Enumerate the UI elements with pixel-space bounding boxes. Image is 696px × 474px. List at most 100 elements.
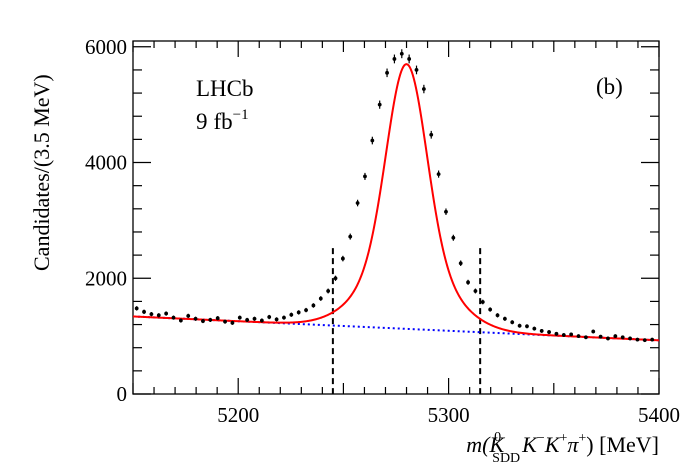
data-marker xyxy=(348,234,353,239)
data-point xyxy=(171,315,176,320)
data-marker xyxy=(488,307,493,312)
data-marker xyxy=(414,68,419,72)
data-marker xyxy=(208,318,213,322)
data-point xyxy=(282,315,286,320)
x-title-suffix: ) [MeV] xyxy=(586,432,659,457)
data-point xyxy=(134,306,139,311)
data-point xyxy=(267,314,272,320)
data-point xyxy=(466,279,470,285)
x-title-kminus: K xyxy=(521,432,538,457)
x-title-k0-sup: 0 xyxy=(494,430,501,445)
data-point xyxy=(429,130,434,139)
x-tick-label: 5400 xyxy=(638,403,680,427)
axis-tick-labels: 5200 5300 5400 0 2000 4000 6000 xyxy=(85,35,680,427)
data-marker xyxy=(569,332,574,337)
data-point xyxy=(385,68,389,78)
data-marker xyxy=(466,280,470,285)
data-marker xyxy=(480,300,485,304)
x-title-kplus: K xyxy=(544,432,561,457)
data-point xyxy=(650,337,655,342)
data-marker xyxy=(620,335,625,340)
data-point xyxy=(444,208,448,215)
data-point xyxy=(561,333,566,337)
data-point xyxy=(407,54,412,64)
luminosity-unit: fb xyxy=(214,109,233,134)
data-marker xyxy=(274,317,279,322)
data-point xyxy=(598,334,603,339)
data-marker xyxy=(171,315,176,320)
data-marker xyxy=(495,313,500,318)
data-point xyxy=(392,54,397,64)
data-point xyxy=(628,336,632,341)
data-marker xyxy=(606,336,610,341)
data-point xyxy=(142,309,146,315)
x-tick-label: 5200 xyxy=(217,403,259,427)
data-marker xyxy=(436,172,441,176)
data-point xyxy=(591,329,596,334)
data-point xyxy=(318,296,323,301)
data-marker xyxy=(613,334,618,339)
data-marker xyxy=(547,330,551,334)
x-title-kplus-sup: + xyxy=(559,431,567,446)
data-marker xyxy=(149,312,154,317)
data-marker xyxy=(576,334,581,339)
data-point xyxy=(149,311,154,317)
data-marker xyxy=(561,333,566,337)
data-marker xyxy=(444,209,448,214)
data-marker xyxy=(259,318,264,323)
x-title-pi: π xyxy=(567,432,579,457)
data-point xyxy=(569,332,574,337)
experiment-label: LHCb xyxy=(196,76,254,101)
data-point xyxy=(554,331,559,336)
data-point xyxy=(245,317,250,323)
data-point xyxy=(502,316,507,321)
data-marker xyxy=(635,337,640,342)
data-point xyxy=(421,84,426,94)
data-point xyxy=(576,334,581,339)
data-point xyxy=(399,49,404,59)
axis-ticks xyxy=(132,41,660,395)
data-point xyxy=(230,320,235,325)
data-marker xyxy=(326,289,331,293)
data-point xyxy=(517,323,522,328)
x-title-prefix: m(K xyxy=(466,432,505,457)
data-marker xyxy=(363,174,367,179)
data-marker xyxy=(252,316,257,321)
y-tick-label: 0 xyxy=(117,382,128,406)
data-point xyxy=(164,311,169,316)
data-marker xyxy=(340,256,345,261)
data-point xyxy=(451,234,456,241)
data-point xyxy=(304,307,308,313)
data-point xyxy=(458,260,463,266)
data-point xyxy=(274,317,279,322)
data-marker xyxy=(517,323,522,328)
data-point xyxy=(583,335,588,340)
data-marker xyxy=(282,315,286,320)
data-marker xyxy=(458,261,463,266)
data-marker xyxy=(583,335,588,340)
data-marker xyxy=(473,289,478,293)
data-point xyxy=(252,316,257,321)
data-marker xyxy=(539,329,544,333)
data-point xyxy=(201,319,205,324)
data-marker xyxy=(318,296,323,301)
data-marker xyxy=(178,318,183,323)
data-point xyxy=(355,199,360,207)
data-marker xyxy=(650,337,655,342)
data-points xyxy=(134,49,655,343)
data-marker xyxy=(193,316,198,321)
data-marker xyxy=(554,331,559,336)
y-tick-label: 4000 xyxy=(85,151,127,175)
data-point xyxy=(289,312,294,317)
x-title-pi-sup: + xyxy=(578,431,586,446)
data-point xyxy=(480,299,485,305)
data-marker xyxy=(215,316,220,321)
data-marker xyxy=(451,235,456,240)
luminosity-exponent: −1 xyxy=(233,107,249,123)
data-marker xyxy=(392,57,397,61)
x-title-k0-sub: SDD xyxy=(492,451,520,466)
data-point xyxy=(414,65,419,75)
data-marker xyxy=(407,57,412,61)
data-marker xyxy=(532,326,537,331)
